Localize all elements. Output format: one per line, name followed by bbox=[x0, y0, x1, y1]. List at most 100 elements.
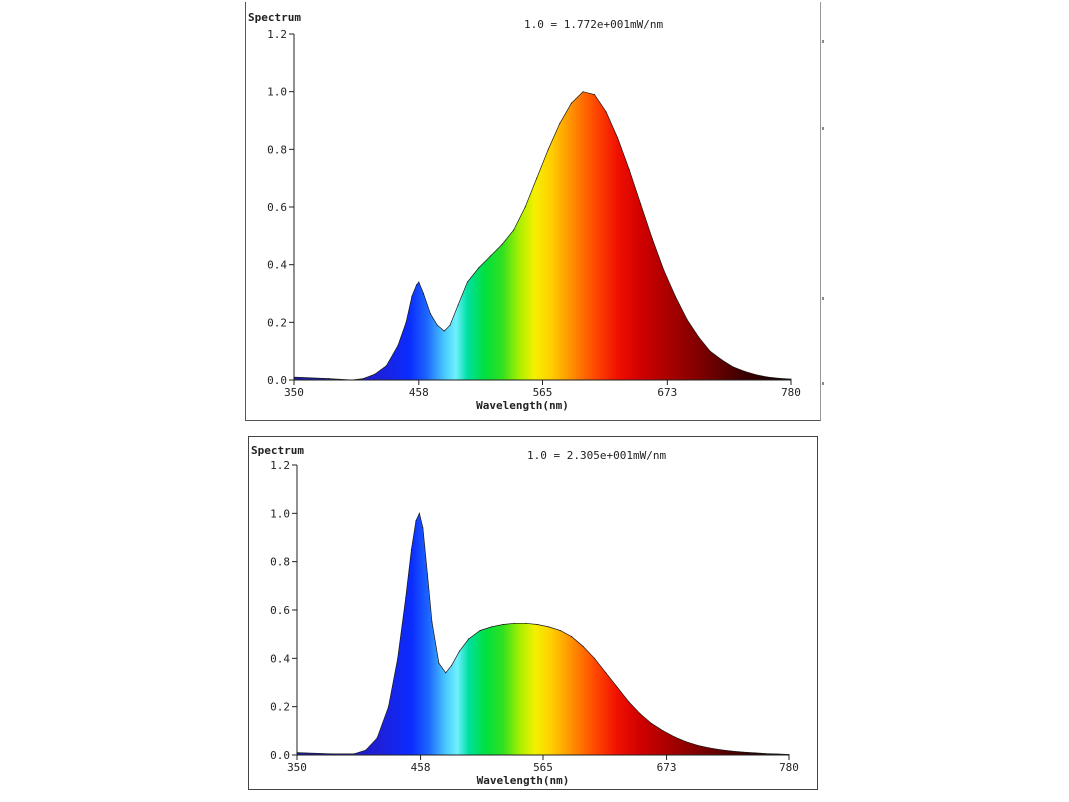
x-axis-label: Wavelength(nm) bbox=[477, 774, 570, 787]
x-tick-label: 673 bbox=[657, 761, 677, 774]
data-point bbox=[362, 378, 364, 380]
x-axis-label: Wavelength(nm) bbox=[476, 399, 569, 412]
data-point bbox=[513, 622, 515, 624]
data-point bbox=[742, 751, 744, 753]
y-tick-label: 0.2 bbox=[270, 701, 290, 714]
data-point bbox=[458, 650, 461, 652]
x-tick-label: 780 bbox=[781, 386, 801, 399]
data-point bbox=[754, 752, 756, 754]
y-tick-label: 1.0 bbox=[267, 86, 287, 99]
data-point bbox=[353, 753, 355, 755]
data-point bbox=[790, 378, 792, 380]
data-point bbox=[436, 324, 438, 326]
y-tick-label: 0.8 bbox=[267, 143, 287, 156]
data-point bbox=[731, 750, 733, 752]
data-point bbox=[415, 520, 417, 522]
data-point bbox=[479, 629, 481, 632]
data-point bbox=[697, 336, 700, 338]
x-tick-label: 350 bbox=[287, 761, 307, 774]
y-tick-label: 0.2 bbox=[267, 316, 287, 329]
data-point bbox=[548, 626, 550, 628]
data-point bbox=[559, 122, 561, 124]
data-point bbox=[593, 93, 596, 96]
data-point bbox=[405, 321, 407, 323]
data-point bbox=[397, 657, 399, 659]
data-point bbox=[374, 373, 376, 375]
data-point bbox=[536, 177, 538, 179]
y-tick-label: 1.2 bbox=[270, 459, 290, 472]
chart-title: Spectrum bbox=[248, 11, 301, 24]
data-point bbox=[405, 597, 407, 599]
data-point bbox=[663, 269, 665, 271]
spectrum-chart-2: Spectrum 1.0 = 2.305e+001mW/nm 0.0 0.2 0.4 0.… bbox=[248, 436, 818, 790]
data-point bbox=[468, 638, 470, 640]
data-point bbox=[438, 662, 440, 664]
x-tick-label: 458 bbox=[411, 761, 431, 774]
y-tick-label: 0.0 bbox=[267, 374, 287, 387]
data-point bbox=[639, 713, 641, 715]
data-point bbox=[767, 376, 769, 378]
spectrum-chart-1: Spectrum 1.0 = 1.772e+001mW/nm 0.0 0.2 0.4 0.… bbox=[245, 2, 824, 421]
y-tick-label: 0.0 bbox=[270, 749, 290, 762]
data-point bbox=[502, 623, 504, 626]
data-point bbox=[662, 730, 664, 732]
data-point bbox=[418, 512, 420, 514]
data-point bbox=[651, 723, 653, 725]
data-point bbox=[651, 238, 653, 240]
data-point bbox=[387, 706, 390, 708]
x-tick-label: 565 bbox=[533, 386, 553, 399]
data-point bbox=[328, 378, 330, 380]
data-point bbox=[593, 657, 596, 659]
scale-annotation: 1.0 = 2.305e+001mW/nm bbox=[527, 449, 666, 462]
x-tick-label: 565 bbox=[533, 761, 553, 774]
data-point bbox=[547, 148, 549, 150]
data-point bbox=[450, 665, 453, 667]
data-point bbox=[445, 672, 447, 674]
x-tick-label: 350 bbox=[284, 386, 304, 399]
data-point bbox=[765, 753, 767, 755]
y-tick-label: 0.4 bbox=[267, 259, 287, 272]
y-tick-label: 1.0 bbox=[270, 507, 290, 520]
spectrum-area bbox=[296, 512, 790, 756]
data-point bbox=[732, 366, 734, 368]
data-point bbox=[397, 344, 399, 346]
data-point bbox=[422, 527, 424, 529]
spectrum-plot-2: Spectrum 1.0 = 2.305e+001mW/nm 0.0 0.2 0.4 0.… bbox=[251, 444, 799, 787]
data-point bbox=[674, 736, 676, 738]
spectrum-area bbox=[293, 91, 792, 381]
data-point bbox=[628, 168, 630, 171]
x-tick-label: 458 bbox=[409, 386, 429, 399]
data-point bbox=[582, 645, 584, 647]
data-point bbox=[489, 255, 492, 257]
y-tick-label: 0.6 bbox=[267, 201, 287, 214]
data-point bbox=[616, 686, 618, 688]
data-point bbox=[617, 137, 619, 139]
x-tick-label: 673 bbox=[657, 386, 677, 399]
data-point bbox=[466, 281, 468, 283]
data-point bbox=[418, 281, 420, 283]
data-point bbox=[696, 744, 699, 746]
y-tick-label: 1.2 bbox=[267, 28, 287, 41]
data-point bbox=[513, 229, 515, 231]
data-point bbox=[582, 91, 584, 93]
data-point bbox=[525, 622, 527, 624]
data-point bbox=[571, 636, 573, 638]
data-point bbox=[686, 318, 688, 320]
data-point bbox=[744, 370, 746, 372]
x-tick-label: 780 bbox=[779, 761, 799, 774]
chart-title: Spectrum bbox=[251, 444, 304, 457]
data-point bbox=[709, 350, 711, 352]
data-point bbox=[524, 206, 526, 208]
data-point bbox=[605, 111, 607, 113]
data-point bbox=[778, 377, 781, 379]
data-point bbox=[422, 292, 425, 295]
data-point bbox=[719, 749, 721, 751]
y-tick-label: 0.6 bbox=[270, 604, 290, 617]
data-point bbox=[605, 672, 607, 674]
data-point bbox=[431, 621, 433, 623]
data-point bbox=[755, 374, 757, 376]
data-point bbox=[411, 295, 413, 297]
data-point bbox=[376, 737, 378, 739]
spectrum-plot-1: Spectrum 1.0 = 1.772e+001mW/nm 0.0 0.2 0.4 0.… bbox=[248, 11, 801, 412]
data-point bbox=[628, 701, 630, 703]
